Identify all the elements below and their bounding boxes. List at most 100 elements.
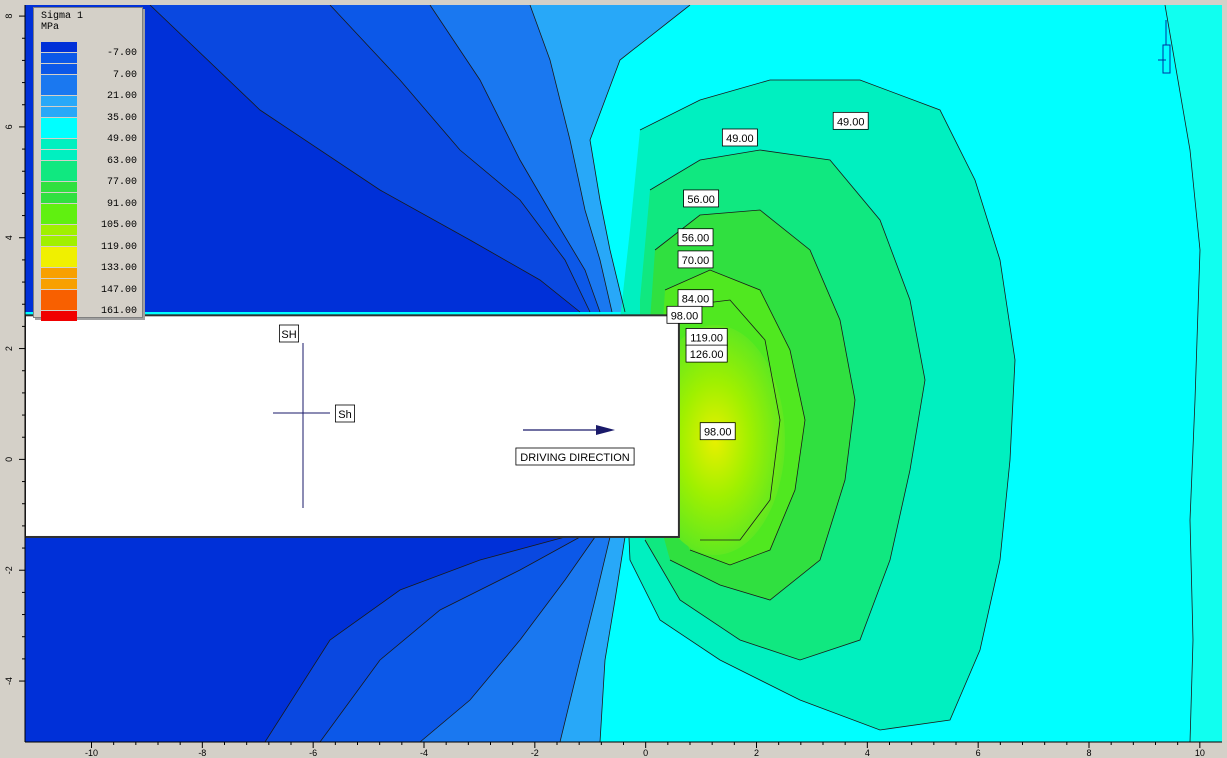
legend-row: 119.00 <box>41 235 139 257</box>
x-tick-label: -6 <box>309 748 317 758</box>
legend-row: 35.00 <box>41 106 139 128</box>
y-tick-label: 6 <box>4 124 14 129</box>
legend-value: 147.00 <box>100 284 137 296</box>
legend-swatch <box>41 128 77 138</box>
y-tick-label: -2 <box>4 566 14 574</box>
y-axis: 8 6 4 2 0 -2 -4 <box>0 0 26 758</box>
x-tick-label: 10 <box>1195 748 1205 758</box>
x-tick-label: 2 <box>754 748 759 758</box>
contour-label: 119.00 <box>685 328 728 346</box>
legend-swatch <box>41 192 77 203</box>
contour-label-text: 126.00 <box>690 349 724 361</box>
legend-row: 7.00 <box>41 63 139 85</box>
contour-label: 84.00 <box>677 289 714 308</box>
legend-row: 147.00 <box>41 278 139 300</box>
y-tick-label: -4 <box>4 677 14 685</box>
y-tick-label: 4 <box>4 235 14 240</box>
legend-swatch <box>41 311 77 321</box>
legend-swatch <box>41 203 77 214</box>
driving-direction-label-text: DRIVING DIRECTION <box>520 452 629 464</box>
legend-value: -7.00 <box>106 48 137 59</box>
legend-value: 161.00 <box>100 306 137 317</box>
contour-label: 49.00 <box>832 111 869 130</box>
driving-direction-arrow <box>523 425 615 435</box>
x-tick-label: 0 <box>643 748 648 758</box>
sh-major-label-text: SH <box>281 329 296 341</box>
x-tick-label: 4 <box>865 748 870 758</box>
excavation-region <box>24 314 680 538</box>
contour-labels: 49.00 49.00 56.00 56.00 70.00 84.00 98.00 119.0… <box>666 111 869 441</box>
contour-fill-layer <box>25 5 1222 742</box>
legend-swatch <box>41 225 77 235</box>
legend-swatch <box>41 117 77 128</box>
legend-row: 91.00 <box>41 192 139 214</box>
legend-swatch <box>41 149 77 160</box>
contour-label-text: 56.00 <box>687 194 715 206</box>
contour-label: 70.00 <box>677 250 714 269</box>
x-axis: -10 -8 -6 -4 -2 0 2 4 6 8 10 <box>25 741 1222 758</box>
contour-lines <box>149 5 1201 742</box>
x-tick-label: 8 <box>1086 748 1091 758</box>
color-legend: Sigma 1 MPa -7.00 7.00 21.00 35.00 49.00 63.0… <box>33 7 143 321</box>
legend-value: 91.00 <box>106 198 137 210</box>
legend-unit: MPa <box>41 22 60 33</box>
contour-region <box>1165 5 1222 742</box>
contour-label: 49.00 <box>721 128 758 147</box>
driving-direction-label: DRIVING DIRECTION <box>515 447 635 466</box>
contour-label: 98.00 <box>699 422 736 441</box>
contour-label-text: 70.00 <box>682 255 710 267</box>
legend-swatch <box>41 182 77 192</box>
legend-swatch <box>41 300 77 310</box>
legend-title: Sigma 1 MPa <box>41 11 83 33</box>
legend-swatch <box>41 268 77 278</box>
legend-row: 133.00 <box>41 257 139 278</box>
legend-value: 35.00 <box>106 112 137 124</box>
legend-row: 63.00 <box>41 149 139 171</box>
contour-label: 98.00 <box>666 305 703 324</box>
x-tick-label: -4 <box>420 748 428 758</box>
contour-label: 126.00 <box>685 344 728 363</box>
legend-swatch <box>41 257 77 267</box>
contour-label: 56.00 <box>677 228 714 247</box>
legend-value: 105.00 <box>100 220 137 231</box>
legend-swatch <box>41 85 77 95</box>
annotations: SH Sh DRIVING DIRECTION <box>278 324 635 466</box>
legend-value: 133.00 <box>100 263 137 274</box>
legend-swatch <box>41 139 77 149</box>
legend-value: 63.00 <box>106 155 137 167</box>
legend-value: 21.00 <box>106 91 137 102</box>
x-tick-label: -2 <box>531 748 539 758</box>
legend-swatch <box>41 42 77 52</box>
sh-major-label: SH <box>278 324 299 343</box>
legend-row: 77.00 <box>41 171 139 192</box>
legend-swatch <box>41 171 77 181</box>
legend-row: 21.00 <box>41 85 139 106</box>
probe-marker-icon <box>1158 20 1171 74</box>
contour-region <box>25 537 565 742</box>
contour-label-text: 119.00 <box>690 332 723 344</box>
legend-value: 77.00 <box>106 177 137 188</box>
contour-label: 56.00 <box>683 189 719 208</box>
legend-swatch <box>41 96 77 106</box>
legend-value: 7.00 <box>112 69 137 81</box>
legend-swatch <box>41 214 77 224</box>
legend-row: -7.00 <box>41 42 139 63</box>
legend-swatch <box>41 160 77 171</box>
y-tick-label: 2 <box>4 346 14 351</box>
legend-swatch <box>41 289 77 300</box>
stress-axes <box>273 343 330 508</box>
legend-value: 119.00 <box>100 241 137 253</box>
legend-swatch <box>41 106 77 117</box>
contour-region <box>25 5 580 312</box>
contour-label-text: 98.00 <box>671 310 699 322</box>
contour-label-text: 56.00 <box>682 233 710 245</box>
contour-label-text: 49.00 <box>726 133 754 145</box>
contour-label-text: 49.00 <box>837 116 865 128</box>
legend-title-text: Sigma 1 <box>41 11 84 22</box>
legend-swatch <box>41 246 77 257</box>
y-tick-label: 8 <box>4 14 14 19</box>
legend-swatch <box>41 63 77 74</box>
sh-minor-label-text: Sh <box>338 409 351 421</box>
